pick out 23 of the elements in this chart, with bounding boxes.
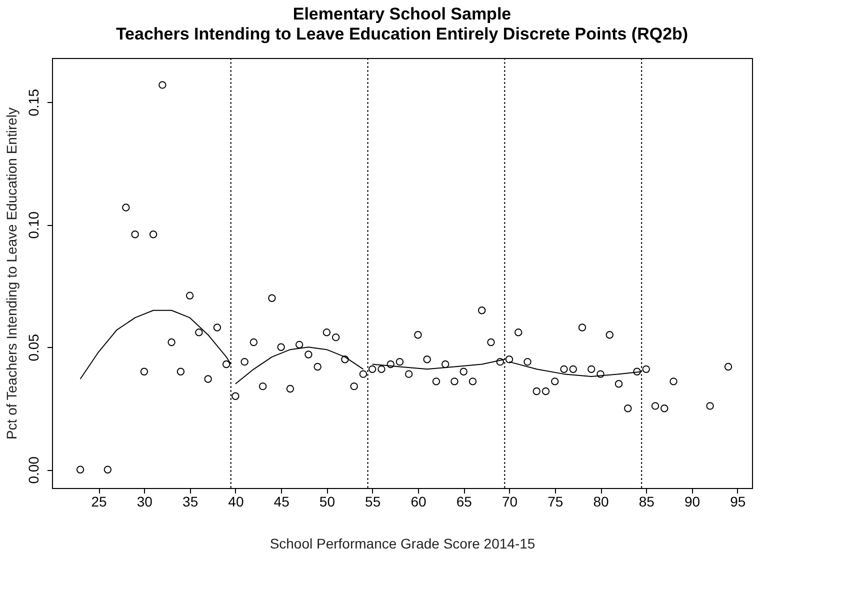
x-tick-label: 65 bbox=[456, 494, 472, 510]
y-tick-label: 0.05 bbox=[26, 334, 42, 362]
x-tick-label: 95 bbox=[730, 494, 746, 510]
x-tick-label: 30 bbox=[136, 494, 153, 510]
x-tick-label: 60 bbox=[410, 494, 426, 510]
x-tick-label: 85 bbox=[638, 494, 655, 510]
y-tick-label: 0.10 bbox=[26, 211, 42, 239]
x-tick-label: 75 bbox=[548, 494, 564, 510]
x-tick-label: 25 bbox=[91, 494, 108, 510]
x-tick-label: 40 bbox=[228, 494, 244, 510]
x-axis-title: School Performance Grade Score 2014-15 bbox=[270, 536, 536, 552]
y-axis-title: Pct of Teachers Intending to Leave Education Entirely bbox=[4, 107, 20, 440]
x-tick-label: 80 bbox=[593, 494, 609, 510]
chart-title: Elementary School Sample bbox=[292, 4, 512, 24]
x-tick-label: 55 bbox=[365, 494, 381, 510]
y-tick-label: 0.15 bbox=[26, 88, 42, 116]
x-tick-label: 70 bbox=[502, 494, 518, 510]
y-tick-label: 0.00 bbox=[26, 456, 42, 484]
x-tick-label: 50 bbox=[319, 494, 336, 510]
x-tick-label: 35 bbox=[182, 494, 198, 510]
chart-subtitle: Teachers Intending to Leave Education Entirely Discrete Points (RQ2b) bbox=[116, 24, 688, 44]
x-tick-label: 45 bbox=[274, 494, 290, 510]
x-tick-label: 90 bbox=[684, 494, 700, 510]
